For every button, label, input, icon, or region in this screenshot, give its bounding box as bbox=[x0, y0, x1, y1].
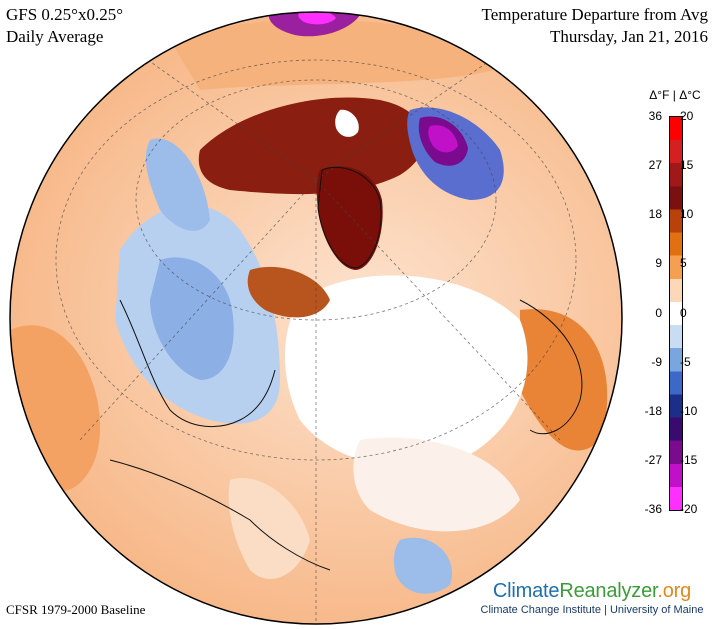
brand-logo-text: ClimateReanalyzer.org bbox=[472, 580, 712, 603]
legend-header: Δ°F | Δ°C bbox=[630, 88, 720, 102]
neutral-atlantic bbox=[285, 275, 528, 468]
map-date: Thursday, Jan 21, 2016 bbox=[549, 27, 708, 46]
baseline-label: CFSR 1979-2000 Baseline bbox=[6, 602, 146, 617]
map-title: Temperature Departure from Avg bbox=[481, 5, 708, 24]
header-left: GFS 0.25°x0.25° Daily Average bbox=[6, 4, 123, 48]
legend-tick-c: 20 bbox=[680, 109, 694, 123]
legend-sep: | bbox=[672, 88, 676, 102]
warm-band-east bbox=[520, 309, 608, 451]
brand-part-1: Climate bbox=[492, 580, 560, 602]
legend-tick-f: 9 bbox=[655, 256, 662, 271]
brand-part-3: .org bbox=[657, 580, 692, 602]
legend-tick-c: 15 bbox=[680, 158, 694, 173]
period-label: Daily Average bbox=[6, 27, 104, 46]
legend-unit-c: Δ°C bbox=[679, 88, 701, 102]
legend-unit-f: Δ°F bbox=[649, 88, 670, 102]
brand-part-2: Reanalyzer bbox=[559, 580, 658, 602]
legend-tick-c: 0 bbox=[680, 305, 687, 320]
brand-block: ClimateReanalyzer.org Climate Change Ins… bbox=[472, 580, 712, 616]
legend-tick-c: 10 bbox=[680, 207, 694, 222]
warm-band-north bbox=[170, 19, 520, 91]
legend-tick-f: -27 bbox=[644, 452, 662, 467]
legend-tick-c: 5 bbox=[680, 256, 687, 271]
legend-tick-f: 36 bbox=[648, 109, 662, 123]
color-legend: Δ°F | Δ°C 36 20 27 15 18 10 9 5 0 0 -9 -5 -18 -10 -27 -… bbox=[630, 88, 722, 528]
legend-tick-c: -10 bbox=[680, 403, 698, 418]
legend-tick-c: -20 bbox=[680, 502, 698, 516]
legend-tick-f: 27 bbox=[648, 158, 662, 173]
header-right: Temperature Departure from Avg Thursday,… bbox=[482, 4, 708, 48]
legend-tick-f: -36 bbox=[644, 502, 662, 516]
arctic-warm-anomaly bbox=[198, 97, 425, 195]
legend-colorbar bbox=[669, 116, 683, 511]
legend-tick-f: 18 bbox=[648, 207, 662, 222]
legend-tick-f: -18 bbox=[644, 403, 662, 418]
legend-tick-f: -9 bbox=[651, 354, 662, 369]
greenland-hot bbox=[316, 166, 383, 270]
legend-tick-c: -5 bbox=[680, 354, 691, 369]
brand-subtitle: Climate Change Institute | University of… bbox=[480, 604, 704, 616]
legend-tick-c: -15 bbox=[680, 452, 698, 467]
legend-tick-f: 0 bbox=[655, 305, 662, 320]
model-label: GFS 0.25°x0.25° bbox=[6, 5, 124, 24]
